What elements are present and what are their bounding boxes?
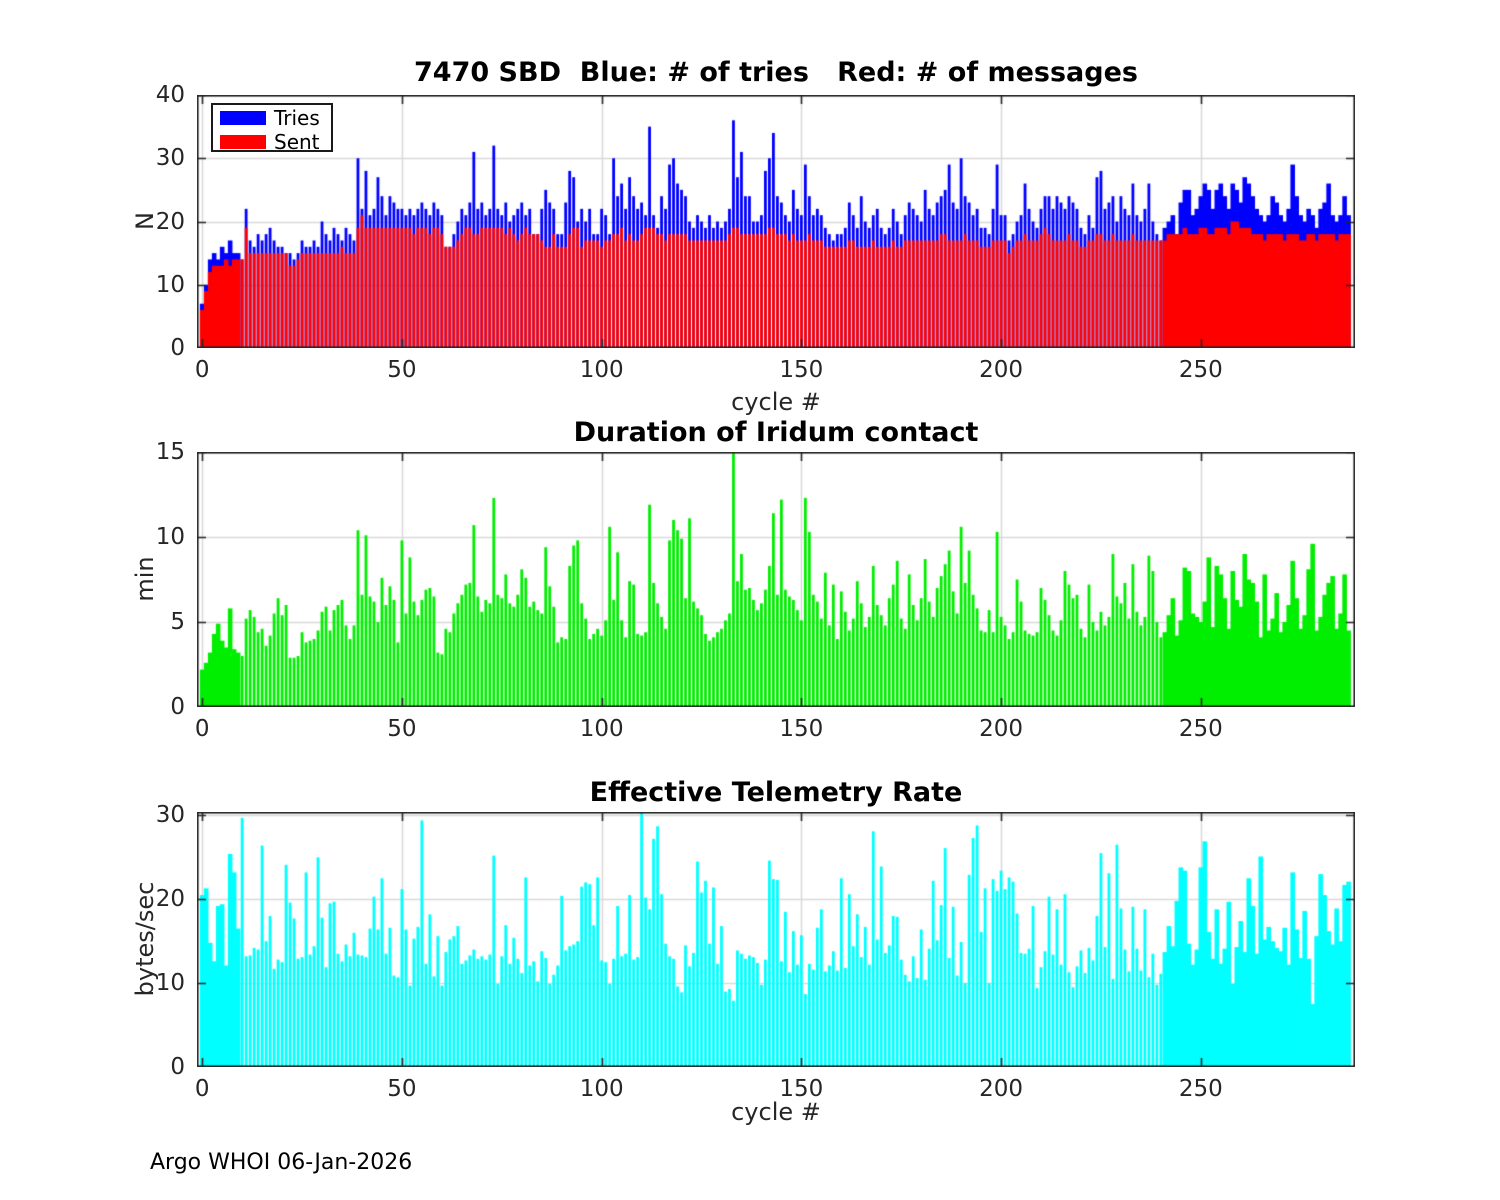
x-tick-label: 150	[779, 1076, 824, 1102]
duration-chart	[197, 452, 1355, 707]
rate-chart-title: Effective Telemetry Rate	[589, 777, 963, 808]
y-tick-label: 10	[155, 524, 185, 550]
x-tick-label: 250	[1178, 1076, 1223, 1102]
rate-chart	[197, 812, 1355, 1067]
legend: Tries Sent	[211, 103, 333, 152]
y-tick-label: 20	[155, 886, 185, 913]
x-tick-label: 200	[979, 716, 1024, 742]
legend-row-tries: Tries	[213, 107, 331, 129]
sent-legend-swatch	[220, 135, 266, 149]
y-tick-label: 10	[155, 271, 185, 298]
x-tick-label: 200	[979, 1076, 1024, 1102]
y-tick-label: 0	[170, 335, 185, 361]
legend-row-sent: Sent	[213, 131, 331, 153]
x-tick-label: 100	[579, 716, 624, 742]
x-tick-label: 100	[579, 1076, 624, 1102]
x-tick-label: 0	[194, 1076, 210, 1102]
x-tick-label: 50	[387, 357, 417, 383]
tries-sent-chart-title: 7470 SBD Blue: # of tries Red: # of mess…	[414, 57, 1138, 88]
y-tick-label: 0	[170, 694, 185, 720]
tries-legend-label: Tries	[274, 106, 320, 130]
tries-legend-swatch	[220, 111, 266, 125]
x-tick-label: 200	[979, 357, 1024, 383]
duration-chart-title: Duration of Iridum contact	[573, 417, 979, 448]
x-tick-label: 150	[779, 716, 824, 742]
tries-sent-x-axis-label: cycle #	[731, 388, 821, 416]
x-tick-label: 100	[579, 357, 624, 383]
duration-y-axis-label: min	[131, 556, 159, 602]
sent-legend-label: Sent	[274, 130, 320, 154]
y-tick-label: 30	[155, 802, 185, 829]
x-tick-label: 0	[194, 716, 210, 742]
y-tick-label: 0	[170, 1054, 185, 1080]
y-tick-label: 5	[170, 609, 185, 635]
y-tick-label: 30	[155, 145, 185, 172]
x-tick-label: 0	[194, 357, 210, 383]
rate-x-axis-label: cycle #	[731, 1098, 821, 1126]
x-tick-label: 250	[1178, 716, 1223, 742]
x-tick-label: 150	[779, 357, 824, 383]
tries-sent-chart	[197, 95, 1355, 348]
x-tick-label: 50	[387, 716, 417, 742]
y-tick-label: 10	[155, 970, 185, 997]
figure-footer: Argo WHOI 06-Jan-2026	[150, 1150, 413, 1175]
y-tick-label: 40	[155, 82, 185, 108]
y-tick-label: 15	[155, 439, 185, 465]
x-tick-label: 50	[387, 1076, 417, 1102]
x-tick-label: 250	[1178, 357, 1223, 383]
y-tick-label: 20	[155, 208, 185, 235]
